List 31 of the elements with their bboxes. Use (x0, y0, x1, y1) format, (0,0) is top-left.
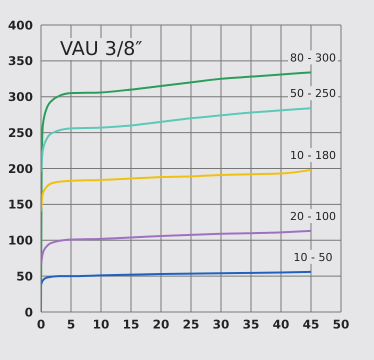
x-tick-label: 30 (212, 318, 230, 332)
y-tick-label: 300 (8, 90, 33, 104)
y-tick-label: 100 (8, 234, 33, 248)
y-tick-label: 250 (8, 126, 33, 140)
line-series (41, 71, 312, 312)
x-tick-label: 15 (122, 318, 140, 332)
x-tick-label: 10 (92, 318, 110, 332)
x-tick-label: 5 (66, 318, 76, 332)
series-label: 80 - 300 (290, 51, 336, 64)
line-series (41, 230, 312, 266)
series-label: 10 - 180 (290, 148, 336, 162)
x-tick-label: 45 (302, 318, 320, 332)
line-series (41, 270, 312, 286)
y-tick-label: 200 (8, 162, 33, 176)
y-tick-label: 400 (8, 18, 33, 32)
text: VAU 3/8″ (58, 38, 144, 60)
y-tick-label: 0 (24, 305, 33, 320)
series-label: 20 - 100 (290, 210, 336, 223)
y-tick-label: 50 (16, 269, 33, 284)
x-tick-label: 50 (332, 318, 350, 332)
line-series (41, 168, 312, 213)
x-tick-label: 35 (242, 318, 260, 332)
x-tick-label: 25 (182, 318, 200, 332)
line-series (41, 107, 312, 174)
y-tick-label: 350 (8, 54, 33, 68)
series-label: 50 - 250 (290, 87, 336, 100)
y-tick-label: 150 (8, 198, 33, 212)
x-tick-label: 40 (272, 318, 290, 332)
series-label: 10 - 50 (294, 250, 332, 264)
x-tick-label: 20 (152, 318, 170, 332)
x-tick-label: 0 (36, 318, 46, 332)
